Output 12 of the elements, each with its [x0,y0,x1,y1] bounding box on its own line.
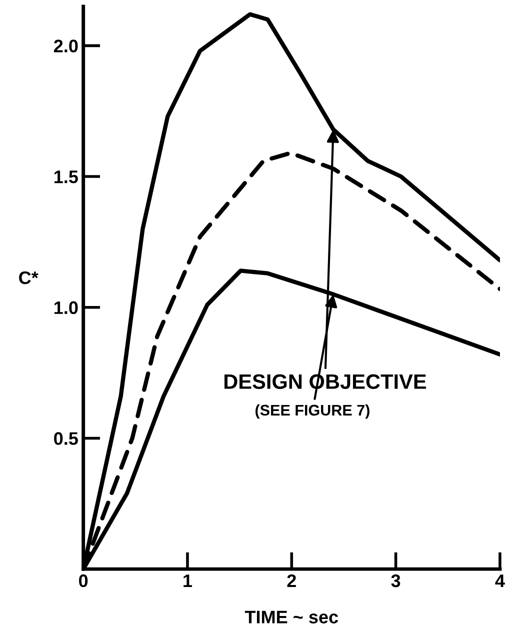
y-axis-title: C* [19,271,38,284]
x-tick-label: 2 [287,574,296,587]
y-tick-label: 1.0 [54,301,78,314]
x-tick-label: 1 [184,574,192,587]
x-axis-title: TIME ~ sec [244,610,338,624]
x-tick-label: 3 [391,574,400,588]
y-tick-label: 2.0 [54,40,78,52]
y-tick-label: 1.5 [54,170,78,184]
x-tick-label: 4 [495,574,505,587]
annotation: (SEE FIGURE 7) [256,404,370,419]
y-tick-label: 0.5 [54,432,78,445]
x-tick-label: 0 [79,574,88,588]
